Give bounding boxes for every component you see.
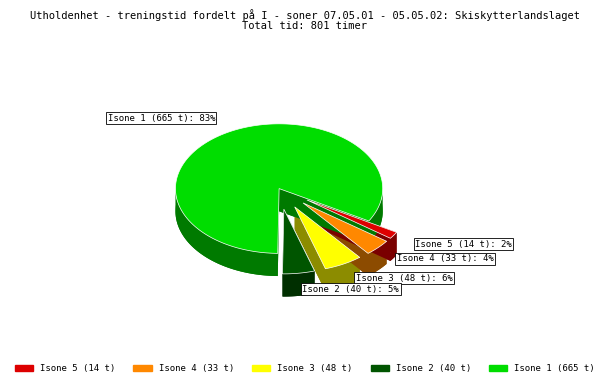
Text: Isone 1 (665 t): 83%: Isone 1 (665 t): 83%	[107, 114, 215, 123]
Polygon shape	[284, 209, 315, 294]
Polygon shape	[279, 189, 369, 244]
Polygon shape	[295, 230, 360, 291]
Text: Isone 2 (40 t): 5%: Isone 2 (40 t): 5%	[303, 285, 399, 294]
Polygon shape	[176, 189, 278, 276]
Polygon shape	[307, 200, 396, 238]
Polygon shape	[282, 209, 315, 274]
Polygon shape	[295, 207, 360, 269]
Polygon shape	[282, 271, 315, 296]
Text: Isone 3 (48 t): 6%: Isone 3 (48 t): 6%	[356, 274, 453, 283]
Polygon shape	[325, 257, 360, 291]
Polygon shape	[307, 200, 396, 255]
Polygon shape	[295, 207, 360, 280]
Polygon shape	[307, 200, 390, 261]
Polygon shape	[282, 232, 315, 296]
Polygon shape	[278, 189, 279, 276]
Polygon shape	[295, 207, 325, 291]
Polygon shape	[307, 223, 396, 261]
Polygon shape	[303, 203, 387, 253]
Polygon shape	[368, 241, 387, 276]
Legend: Isone 5 (14 t), Isone 4 (33 t), Isone 3 (48 t), Isone 2 (40 t), Isone 1 (665 t): Isone 5 (14 t), Isone 4 (33 t), Isone 3 …	[11, 360, 599, 376]
Polygon shape	[176, 124, 382, 253]
Text: Total tid: 801 timer: Total tid: 801 timer	[243, 21, 367, 31]
Text: Isone 5 (14 t): 2%: Isone 5 (14 t): 2%	[415, 240, 512, 249]
Text: Utholdenhet - treningstid fordelt på I - soner 07.05.01 - 05.05.02: Skiskytterla: Utholdenhet - treningstid fordelt på I -…	[30, 10, 580, 21]
Polygon shape	[369, 190, 382, 244]
Polygon shape	[282, 209, 284, 296]
Text: Isone 4 (33 t): 4%: Isone 4 (33 t): 4%	[396, 255, 493, 263]
Polygon shape	[303, 203, 387, 264]
Polygon shape	[303, 203, 368, 276]
Polygon shape	[176, 147, 382, 276]
Polygon shape	[303, 226, 387, 276]
Polygon shape	[390, 232, 397, 261]
